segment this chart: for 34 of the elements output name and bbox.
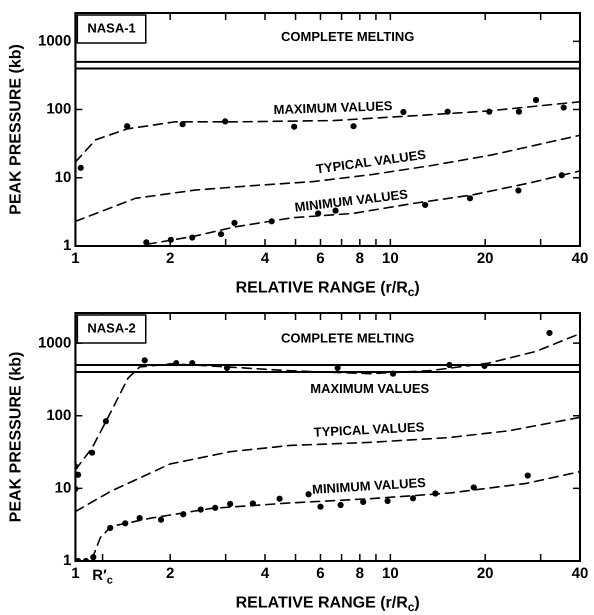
x-tick-label: 6 — [316, 250, 325, 268]
y-tick-label: 1000 — [38, 32, 72, 50]
y-tick-label: 1 — [63, 552, 72, 570]
y-axis-title: PEAK PRESSURE (kb) — [7, 352, 24, 522]
text: NASA-2 — [87, 320, 136, 336]
x-tick-label: 8 — [356, 565, 364, 582]
series-label: MINIMUM VALUES — [312, 474, 427, 497]
x-tick-label: 40 — [572, 250, 588, 268]
x-tick-label: 4 — [260, 565, 270, 582]
x-tick-label: 10 — [382, 565, 399, 582]
legend-label: COMPLETE MELTING — [281, 330, 414, 346]
y-tick-label: 100 — [46, 100, 72, 118]
y-tick-label: 10 — [54, 168, 72, 186]
y-tick-label: 100 — [46, 406, 72, 424]
y-tick-label: 10 — [54, 480, 72, 497]
x-tick-label: 8 — [356, 250, 364, 268]
x-tick-label: 2 — [166, 250, 174, 268]
x-tick-label: 40 — [572, 565, 588, 582]
text: TYPICAL VALUES — [315, 146, 428, 177]
series-label: MAXIMUM VALUES — [273, 98, 393, 118]
y-axis-title: PEAK PRESSURE (kb) — [7, 44, 24, 215]
x-tick-label: 2 — [166, 565, 174, 582]
y-tick-label: 1000 — [38, 334, 72, 352]
x-tick-label: 6 — [316, 565, 325, 582]
x-tick-label: 4 — [260, 250, 270, 268]
legend-label: COMPLETE MELTING — [281, 29, 414, 44]
y-tick-label: 1 — [63, 237, 72, 254]
x-tick-label: 20 — [476, 250, 494, 268]
x-tick-label: 20 — [476, 565, 494, 582]
series-label: MAXIMUM VALUES — [310, 381, 430, 396]
series-label: TYPICAL VALUES — [313, 419, 425, 440]
text: NASA-1 — [87, 20, 136, 36]
text: MINIMUM VALUES — [294, 186, 409, 215]
x-tick-label: 10 — [382, 250, 399, 268]
